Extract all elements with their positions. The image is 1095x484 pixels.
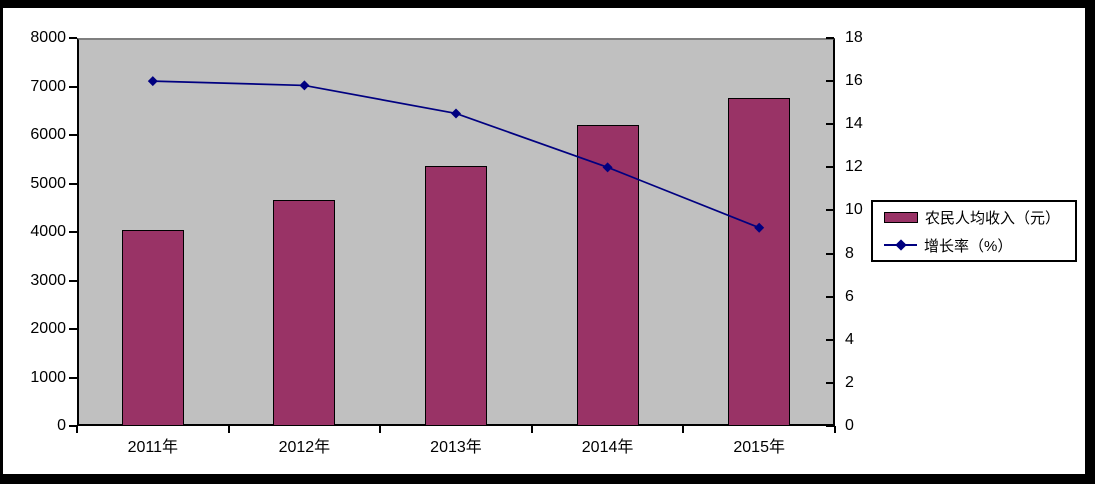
x-axis-category-label: 2012年 — [278, 439, 331, 456]
x-axis-tick — [682, 426, 685, 433]
legend-income-label: 农民人均收入（元） — [925, 209, 1061, 227]
left-axis-tick — [69, 328, 77, 330]
right-axis-tick-label: 6 — [845, 287, 854, 305]
x-axis-tick — [379, 426, 382, 433]
income-bar — [728, 97, 791, 426]
income-bar — [576, 125, 639, 426]
left-axis-tick — [69, 425, 77, 427]
right-axis-tick-label: 12 — [845, 158, 863, 176]
right-axis-tick-label: 10 — [845, 201, 863, 219]
right-axis-tick — [826, 295, 834, 298]
x-axis-category-label: 2013年 — [430, 439, 482, 456]
left-axis-tick-label: 2000 — [30, 320, 66, 337]
income-bar — [121, 230, 184, 426]
left-axis-tick-label: 6000 — [30, 126, 66, 143]
x-axis-tick — [76, 426, 78, 433]
income-bar — [273, 199, 336, 426]
x-axis-category-label: 2011年 — [127, 439, 178, 456]
right-axis-tick-label: 2 — [845, 373, 854, 391]
left-axis-tick-label: 5000 — [30, 174, 66, 192]
left-axis-tick — [69, 231, 77, 233]
right-axis-tick-label: 18 — [845, 29, 863, 46]
legend-item-growth: 增长率（%） — [884, 235, 1075, 256]
left-axis-tick — [69, 37, 77, 39]
left-axis-tick-label: 8000 — [30, 29, 66, 46]
right-axis-tick-label: 14 — [845, 115, 863, 133]
left-axis-tick — [69, 182, 77, 185]
x-axis-tick — [227, 426, 230, 433]
right-axis-tick — [826, 338, 834, 341]
income-bar — [425, 166, 487, 426]
left-axis-tick-label: 0 — [57, 417, 66, 434]
right-axis-tick — [826, 425, 834, 427]
right-axis-tick — [826, 123, 834, 126]
left-axis-tick — [69, 134, 77, 136]
legend-line-swatch — [884, 239, 917, 251]
right-axis-tick-label: 8 — [845, 244, 854, 262]
right-axis-tick — [826, 381, 834, 384]
right-axis-tick — [826, 166, 834, 169]
legend-item-income: 农民人均收入（元） — [884, 207, 1075, 228]
right-axis-tick — [826, 252, 834, 255]
right-axis-tick — [826, 209, 834, 212]
left-axis-tick — [69, 85, 77, 88]
x-axis-category-label: 2015年 — [733, 439, 785, 456]
x-axis-category-label: 2014年 — [581, 439, 634, 456]
right-axis-tick-label: 0 — [845, 417, 854, 434]
x-axis-tick — [530, 426, 533, 433]
left-axis-tick-label: 3000 — [30, 271, 66, 289]
legend-diamond-marker-icon — [895, 239, 907, 251]
right-axis-tick-label: 4 — [845, 330, 854, 348]
legend-growth-label: 增长率（%） — [924, 237, 1013, 255]
legend-bar-swatch — [884, 211, 918, 223]
x-axis-tick — [834, 426, 836, 433]
left-axis-tick-label: 4000 — [30, 223, 66, 240]
left-axis-tick — [69, 376, 77, 379]
left-axis-tick — [69, 279, 77, 282]
right-axis-tick — [826, 80, 834, 83]
left-axis-tick-label: 7000 — [30, 77, 66, 95]
right-axis-tick-label: 16 — [845, 72, 863, 90]
left-axis-tick-label: 1000 — [30, 368, 66, 386]
right-axis-tick — [826, 37, 834, 39]
legend: 农民人均收入（元） 增长率（%） — [871, 200, 1077, 262]
